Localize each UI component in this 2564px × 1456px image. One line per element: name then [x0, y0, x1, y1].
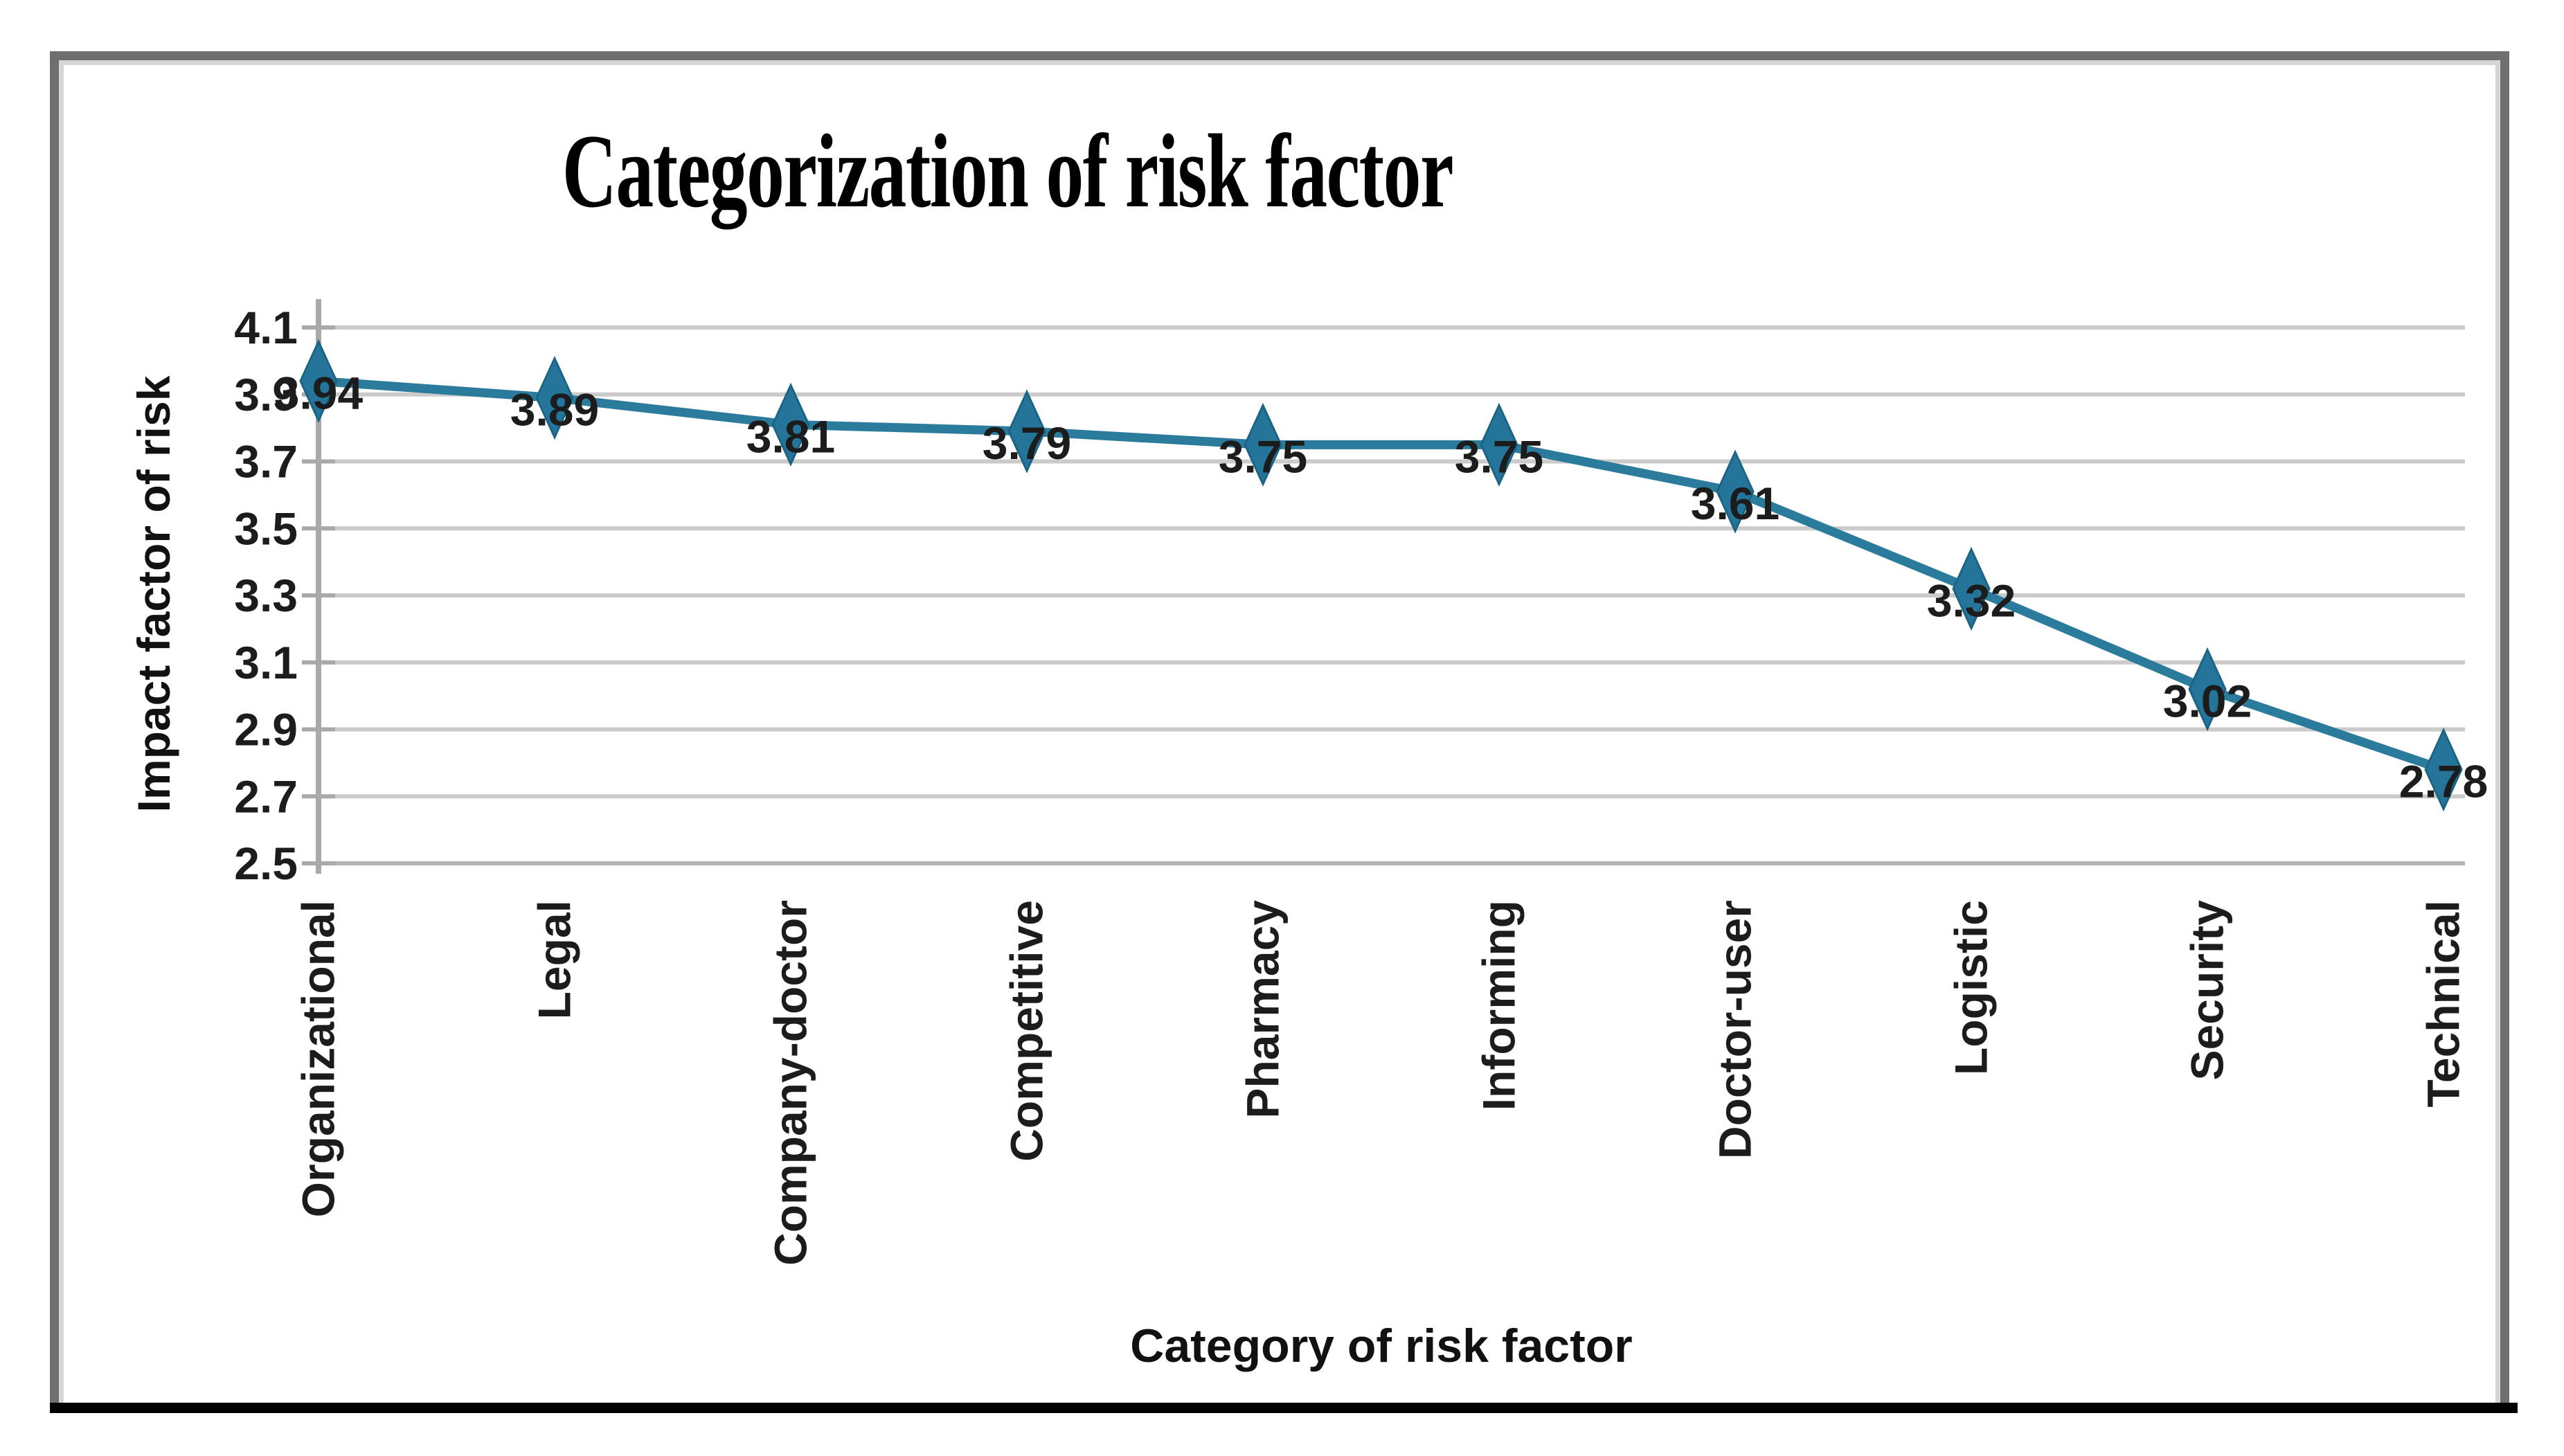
h-gridline — [319, 392, 2465, 397]
data-point-marker — [2424, 727, 2463, 812]
data-point-label: 3.81 — [746, 411, 835, 462]
frame-border-top — [50, 51, 2509, 60]
data-point-label: 3.79 — [983, 417, 1071, 469]
data-point-label: 3.02 — [2163, 675, 2252, 726]
y-tick-label: 2.7 — [234, 771, 298, 822]
h-gridline — [319, 794, 2465, 799]
x-category-label: Organizational — [292, 900, 343, 1217]
frame-border-right — [2500, 51, 2509, 1412]
frame-highlight-left — [59, 60, 64, 1412]
data-point-label: 3.94 — [274, 367, 364, 418]
y-tick-label: 3.1 — [234, 637, 298, 688]
h-gridline — [319, 861, 2465, 865]
frame-bottom-rule — [50, 1403, 2518, 1413]
data-point-label: 3.89 — [510, 384, 599, 435]
y-tick-label: 3.9 — [234, 369, 298, 420]
data-point-marker — [1716, 449, 1755, 534]
y-axis-line — [316, 299, 321, 874]
frame-border-left — [50, 51, 59, 1412]
data-point-label: 3.75 — [1219, 431, 1307, 482]
h-gridline — [319, 727, 2465, 732]
h-gridline — [319, 526, 2465, 531]
data-point-marker — [1952, 546, 1991, 631]
h-gridline — [319, 660, 2465, 665]
data-point-label: 3.61 — [1691, 478, 1779, 529]
frame-highlight-right — [2495, 60, 2500, 1412]
x-category-label: Company-doctor — [764, 900, 816, 1266]
frame-highlight-top — [59, 60, 2500, 65]
x-category-label: Logistic — [1945, 900, 1996, 1075]
x-category-label: Technical — [2417, 900, 2468, 1108]
x-category-label: Doctor-user — [1709, 900, 1760, 1159]
y-tick-label: 2.5 — [234, 838, 298, 889]
x-category-label: Legal — [528, 900, 580, 1019]
y-tick-label: 4.1 — [234, 302, 298, 353]
x-category-label: Security — [2181, 900, 2232, 1081]
chart-title: Categorization of risk factor — [562, 113, 1454, 229]
data-point-marker — [535, 355, 574, 440]
y-tick-label: 3.5 — [234, 503, 298, 554]
data-point-marker — [2188, 647, 2227, 732]
y-tick-label: 3.7 — [234, 436, 298, 487]
y-tick-label: 2.9 — [234, 704, 298, 755]
data-point-marker — [1480, 402, 1518, 487]
x-category-label: Pharmacy — [1237, 900, 1288, 1119]
data-point-label: 2.78 — [2399, 756, 2488, 807]
x-axis-title: Category of risk factor — [1130, 1320, 1633, 1372]
y-tick-label: 3.3 — [234, 570, 298, 621]
h-gridline — [319, 325, 2465, 330]
x-category-label: Informing — [1473, 900, 1524, 1111]
data-point-marker — [1007, 389, 1046, 474]
data-point-label: 3.32 — [1927, 575, 2016, 626]
x-category-label: Competitive — [1001, 900, 1052, 1162]
data-point-marker — [771, 382, 810, 467]
data-point-marker — [299, 339, 338, 424]
data-point-marker — [1244, 402, 1282, 487]
h-gridline — [319, 459, 2465, 464]
series-line — [314, 376, 2448, 775]
y-axis-title: Impact factor of risk — [128, 375, 179, 813]
h-gridline — [319, 593, 2465, 597]
data-point-label: 3.75 — [1455, 431, 1543, 482]
